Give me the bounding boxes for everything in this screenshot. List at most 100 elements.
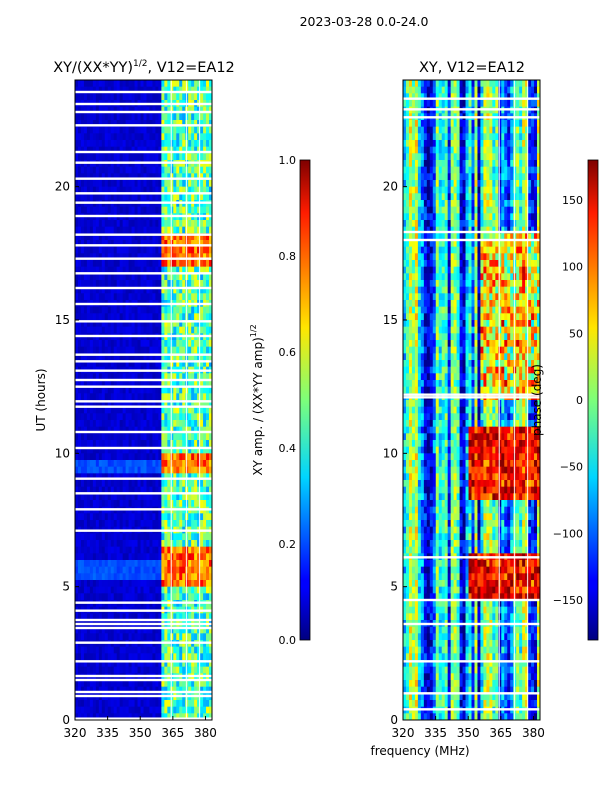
heatmap-cell <box>95 286 100 294</box>
heatmap-cell <box>128 326 132 334</box>
heatmap-cell <box>116 700 121 708</box>
heatmap-cell <box>200 613 204 621</box>
heatmap-cell <box>188 253 192 261</box>
heatmap-cell <box>152 346 156 354</box>
heatmap-cell <box>522 86 526 94</box>
heatmap-cell <box>161 146 165 154</box>
heatmap-cell <box>83 513 88 521</box>
heatmap-cell <box>77 466 82 474</box>
heatmap-cell <box>110 166 115 174</box>
heatmap-cell <box>98 113 103 121</box>
heatmap-cell <box>191 420 195 428</box>
heatmap-cell <box>173 346 177 354</box>
heatmap-cell <box>75 706 79 714</box>
heatmap-cell <box>77 146 82 154</box>
heatmap-cell <box>134 653 138 661</box>
heatmap-cell <box>188 453 192 461</box>
flagged-row <box>75 110 212 114</box>
heatmap-cell <box>107 206 112 214</box>
heatmap-cell <box>137 413 141 421</box>
heatmap-cell <box>101 520 106 528</box>
heatmap-cell <box>119 480 124 488</box>
heatmap-cell <box>468 133 472 141</box>
heatmap-cell <box>206 113 210 121</box>
heatmap-cell <box>92 233 97 241</box>
heatmap-cell <box>77 420 82 428</box>
heatmap-cell <box>164 173 168 181</box>
heatmap-cell <box>125 386 130 394</box>
heatmap-cell <box>176 466 180 474</box>
heatmap-cell <box>152 453 156 461</box>
heatmap-cell <box>167 420 171 428</box>
heatmap-cell <box>519 80 523 88</box>
heatmap-cell <box>173 486 177 494</box>
heatmap-cell <box>170 233 174 241</box>
heatmap-cell <box>405 120 410 128</box>
heatmap-cell <box>146 433 150 441</box>
heatmap-cell <box>125 420 130 428</box>
heatmap-cell <box>191 686 195 694</box>
heatmap-cell <box>468 140 472 148</box>
heatmap-cell <box>113 686 118 694</box>
heatmap-cell <box>98 133 103 141</box>
heatmap-cell <box>125 80 130 88</box>
heatmap-cell <box>203 260 207 268</box>
heatmap-cell <box>119 233 124 241</box>
heatmap-cell <box>143 286 147 294</box>
heatmap-cell <box>200 666 204 674</box>
heatmap-cell <box>164 360 168 368</box>
heatmap-cell <box>149 513 153 521</box>
heatmap-cell <box>197 413 201 421</box>
heatmap-cell <box>164 206 168 214</box>
heatmap-cell <box>75 146 79 154</box>
heatmap-cell <box>167 466 171 474</box>
heatmap-cell <box>194 253 198 261</box>
heatmap-cell <box>140 260 144 268</box>
heatmap-cell <box>137 246 141 254</box>
heatmap-cell <box>170 86 174 94</box>
heatmap-cell <box>200 546 204 554</box>
heatmap-cell <box>209 473 213 481</box>
heatmap-cell <box>116 166 121 174</box>
heatmap-cell <box>158 666 162 674</box>
heatmap-cell <box>80 173 85 181</box>
heatmap-cell <box>164 480 168 488</box>
heatmap-cell <box>206 253 210 261</box>
heatmap-cell <box>122 233 127 241</box>
heatmap-cell <box>158 613 162 621</box>
heatmap-cell <box>414 80 419 88</box>
heatmap-cell <box>113 413 118 421</box>
heatmap-cell <box>203 593 207 601</box>
heatmap-cell <box>107 306 112 314</box>
heatmap-cell <box>86 393 91 401</box>
heatmap-cell <box>200 500 204 508</box>
heatmap-cell <box>403 146 407 154</box>
heatmap-cell <box>122 666 127 674</box>
heatmap-cell <box>119 226 124 234</box>
heatmap-cell <box>158 593 162 601</box>
heatmap-cell <box>92 626 97 634</box>
heatmap-cell <box>98 326 103 334</box>
heatmap-cell <box>459 133 463 141</box>
heatmap-cell <box>200 360 204 368</box>
heatmap-cell <box>203 120 207 128</box>
heatmap-cell <box>116 106 121 114</box>
heatmap-cell <box>101 266 106 274</box>
heatmap-cell <box>75 700 79 708</box>
heatmap-cell <box>200 646 204 654</box>
heatmap-cell <box>89 360 94 368</box>
heatmap-cell <box>128 113 132 121</box>
heatmap-cell <box>86 306 91 314</box>
heatmap-cell <box>134 260 138 268</box>
heatmap-cell <box>146 680 150 688</box>
heatmap-cell <box>155 546 159 554</box>
heatmap-cell <box>206 573 210 581</box>
heatmap-cell <box>194 320 198 328</box>
heatmap-cell <box>420 120 425 128</box>
heatmap-cell <box>158 380 162 388</box>
heatmap-cell <box>194 486 198 494</box>
heatmap-cell <box>80 560 85 568</box>
heatmap-cell <box>83 80 88 88</box>
heatmap-cell <box>462 126 466 134</box>
heatmap-cell <box>98 706 103 714</box>
